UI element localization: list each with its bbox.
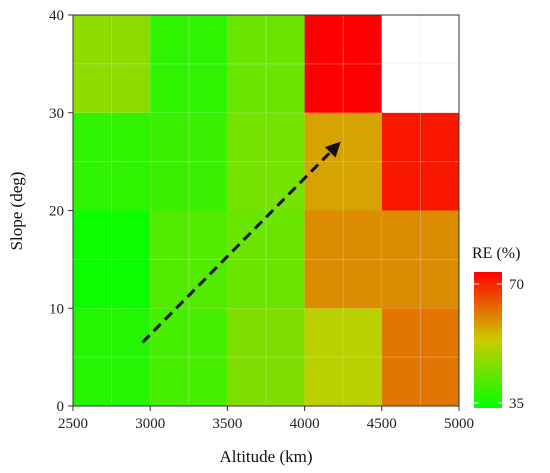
heatmap-cell [304, 15, 382, 113]
heatmap-cell [150, 15, 228, 113]
x-tick-label: 2500 [58, 416, 88, 432]
x-tick-label: 3500 [212, 416, 242, 432]
heatmap-cell [227, 210, 305, 309]
x-tick-label: 4000 [290, 416, 320, 432]
x-tick-label: 4500 [367, 416, 397, 432]
heatmap-cell [227, 308, 305, 406]
trend-arrow-line [141, 141, 341, 344]
heatmap-cell [73, 15, 151, 113]
colorbar-legend: RE (%) 70 35 [472, 245, 524, 412]
trend-arrow [141, 141, 341, 344]
heatmap-cell [73, 112, 151, 211]
y-tick-label: 0 [57, 399, 65, 415]
heatmap-cell [304, 210, 382, 309]
heatmap-cell [150, 112, 228, 211]
y-tick-label: 40 [49, 8, 64, 24]
y-tick-label: 30 [49, 106, 64, 122]
colorbar-title: RE (%) [472, 245, 520, 262]
heatmap-cells [73, 15, 459, 406]
heatmap-cell-empty [381, 15, 459, 113]
heatmap-cell [227, 112, 305, 211]
heatmap-cell [73, 308, 151, 406]
heatmap-cell [381, 210, 459, 309]
heatmap-cell [381, 308, 459, 406]
axis-ticks: 2500 3000 3500 4000 4500 5000 0 10 20 30 40 [49, 8, 474, 432]
heatmap-cell [381, 112, 459, 211]
heatmap-cell [150, 308, 228, 406]
colorbar-gradient [474, 272, 502, 408]
colorbar-label-max: 70 [509, 277, 524, 293]
heatmap-cell [73, 210, 151, 309]
y-tick-label: 10 [49, 301, 64, 317]
y-axis-title: Slope (deg) [7, 172, 26, 251]
heatmap-cell [304, 308, 382, 406]
x-axis-title: Altitude (km) [219, 447, 312, 466]
colorbar-label-min: 35 [509, 396, 524, 412]
grid-lines [73, 15, 459, 406]
x-tick-label: 3000 [135, 416, 165, 432]
y-tick-label: 20 [49, 204, 64, 220]
heatmap-cell [304, 112, 382, 211]
x-tick-label: 5000 [444, 416, 474, 432]
heatmap-cell [227, 15, 305, 113]
heatmap-cell [150, 210, 228, 309]
